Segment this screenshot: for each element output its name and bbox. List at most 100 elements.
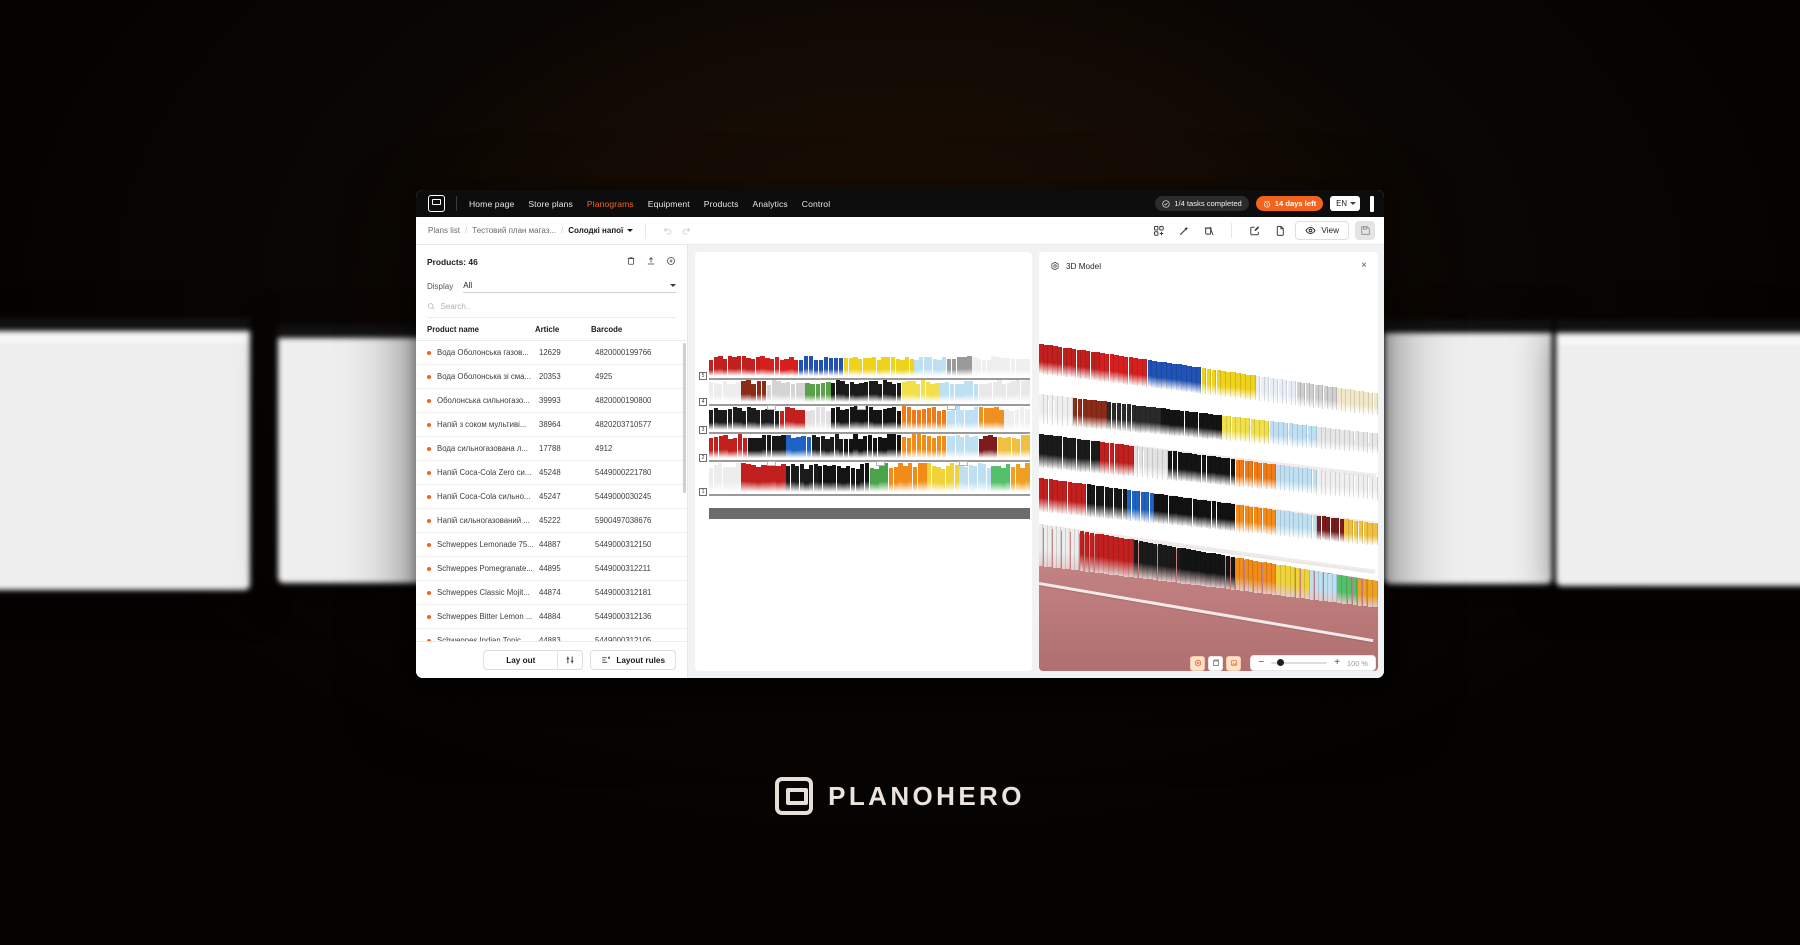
breadcrumb-current-planogram[interactable]: Солодкі напої (568, 226, 623, 235)
product-facing[interactable] (964, 381, 968, 402)
product-facing[interactable] (887, 382, 891, 402)
product-facing[interactable] (780, 411, 785, 430)
nav-link-equipment[interactable]: Equipment (648, 199, 690, 209)
product-facing[interactable] (910, 359, 914, 376)
product-facing[interactable] (914, 360, 918, 376)
upload-icon[interactable] (646, 253, 656, 271)
product-facing[interactable] (743, 438, 747, 458)
product-facing[interactable] (896, 359, 900, 376)
product-facing[interactable] (824, 357, 829, 376)
product-facing[interactable] (809, 356, 814, 376)
product-facing[interactable] (941, 469, 945, 492)
product-facing[interactable] (728, 409, 732, 430)
product-facing[interactable] (762, 435, 766, 458)
product-facing[interactable] (844, 439, 848, 458)
product-facing[interactable] (766, 465, 771, 492)
product-facing[interactable] (863, 358, 867, 376)
product-facing[interactable] (916, 384, 920, 402)
product-facing[interactable] (756, 357, 760, 376)
product-facing[interactable] (999, 410, 1004, 430)
product-facing[interactable] (913, 467, 917, 492)
product-facing[interactable] (1016, 380, 1020, 402)
product-facing[interactable] (947, 436, 951, 458)
view-button[interactable]: View (1295, 221, 1349, 240)
product-facing[interactable] (781, 435, 785, 458)
product-facing[interactable] (874, 469, 878, 492)
product-facing[interactable] (741, 463, 746, 492)
product-facing[interactable] (827, 466, 831, 492)
product-facing[interactable] (892, 384, 896, 402)
product-facing[interactable] (714, 383, 718, 402)
tasks-progress-badge[interactable]: 1/4 tasks completed (1155, 196, 1249, 211)
product-facing[interactable] (998, 437, 1002, 458)
product-facing[interactable] (738, 434, 742, 458)
table-row[interactable]: Вода сильногазована л...177884912 (416, 437, 687, 461)
product-facing[interactable] (770, 410, 774, 430)
product-facing[interactable] (807, 437, 812, 458)
product-facing[interactable] (736, 463, 740, 492)
product-facing[interactable] (937, 411, 942, 430)
product-facing[interactable] (714, 437, 718, 458)
product-facing[interactable] (969, 381, 973, 402)
product-facing[interactable] (883, 380, 887, 402)
product-facing[interactable] (761, 465, 766, 492)
product-facing[interactable] (940, 383, 944, 402)
product-facing[interactable] (709, 382, 713, 402)
product-facing[interactable] (902, 382, 906, 402)
table-row[interactable]: Schweppes Lemonade 75...4488754490003121… (416, 533, 687, 557)
language-selector[interactable]: EN (1330, 196, 1360, 211)
product-facing[interactable] (858, 439, 862, 458)
product-facing[interactable] (1004, 409, 1009, 430)
product-facing[interactable] (732, 384, 736, 402)
product-facing[interactable] (878, 437, 882, 458)
product-facing[interactable] (959, 463, 963, 492)
close-icon[interactable]: × (1361, 261, 1367, 271)
layout-rules-button[interactable]: Layout rules (590, 650, 676, 670)
table-row[interactable]: Оболонська сильногазо...3999348200001908… (416, 389, 687, 413)
product-facing[interactable] (873, 438, 877, 458)
product-facing[interactable] (756, 467, 761, 492)
nav-link-store-plans[interactable]: Store plans (528, 199, 573, 209)
product-facing[interactable] (821, 436, 825, 458)
product-facing[interactable] (974, 384, 978, 402)
product-facing[interactable] (897, 383, 901, 402)
product-facing[interactable] (867, 358, 871, 376)
product-facing[interactable] (810, 384, 815, 402)
table-row[interactable]: Вода Оболонська газов...1262948200001997… (416, 341, 687, 365)
product-facing[interactable] (853, 357, 857, 376)
product-facing[interactable] (809, 465, 813, 492)
model3d-scene[interactable] (1039, 282, 1378, 671)
product-facing[interactable] (879, 464, 883, 492)
product-facing[interactable] (732, 467, 736, 492)
product-facing[interactable] (952, 359, 957, 376)
product-facing[interactable] (883, 409, 887, 430)
product-facing[interactable] (737, 408, 741, 430)
nav-link-home-page[interactable]: Home page (469, 199, 514, 209)
product-facing[interactable] (946, 466, 950, 492)
product-facing[interactable] (781, 464, 786, 492)
product-facing[interactable] (942, 410, 947, 430)
product-facing[interactable] (814, 360, 819, 376)
product-facing[interactable] (1021, 435, 1025, 458)
product-facing[interactable] (997, 380, 1001, 402)
product-facing[interactable] (955, 465, 959, 492)
product-facing[interactable] (951, 436, 955, 458)
product-facing[interactable] (865, 463, 869, 492)
planogram-shelf[interactable]: 3 (709, 408, 1030, 434)
product-facing[interactable] (936, 467, 940, 492)
product-facing[interactable] (832, 465, 836, 492)
product-facing[interactable] (723, 381, 727, 402)
product-facing[interactable] (776, 436, 780, 458)
product-facing[interactable] (859, 383, 863, 402)
table-row[interactable]: Schweppes Pomegranate...4489554490003122… (416, 557, 687, 581)
planogram-shelves[interactable]: 54321 (709, 358, 1030, 508)
product-facing[interactable] (709, 360, 713, 376)
table-row[interactable]: Напій Coca-Cola сильно...452475449000030… (416, 485, 687, 509)
product-facing[interactable] (1001, 468, 1005, 492)
product-facing[interactable] (967, 356, 972, 376)
product-facing[interactable] (860, 464, 864, 492)
price-tag[interactable] (947, 405, 956, 410)
product-facing[interactable] (805, 411, 810, 430)
product-facing[interactable] (775, 357, 779, 376)
product-facing[interactable] (1025, 380, 1029, 402)
